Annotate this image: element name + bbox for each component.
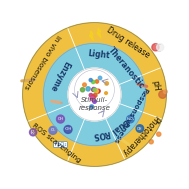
Circle shape: [95, 89, 98, 93]
Circle shape: [157, 132, 161, 136]
Circle shape: [93, 88, 96, 91]
Circle shape: [92, 87, 95, 91]
Circle shape: [93, 88, 97, 92]
Text: ·OH: ·OH: [64, 127, 72, 132]
Circle shape: [23, 23, 166, 166]
Circle shape: [93, 100, 96, 103]
Text: ROS scavenging: ROS scavenging: [31, 122, 82, 164]
Text: H₂O₂: H₂O₂: [54, 142, 67, 147]
Circle shape: [98, 76, 102, 80]
Text: Dual: Dual: [108, 116, 129, 135]
Text: pH: pH: [150, 80, 160, 92]
Circle shape: [95, 80, 99, 83]
Text: ROS: ROS: [92, 128, 111, 139]
Polygon shape: [89, 31, 94, 41]
Circle shape: [91, 95, 95, 99]
Circle shape: [83, 83, 86, 87]
Circle shape: [91, 80, 95, 84]
Text: response: response: [79, 105, 110, 111]
Circle shape: [89, 78, 92, 82]
Circle shape: [163, 90, 167, 94]
Circle shape: [156, 44, 164, 51]
Text: Stimuli-: Stimuli-: [81, 97, 108, 103]
Text: OH: OH: [57, 117, 64, 121]
Text: Drug release: Drug release: [105, 26, 151, 60]
Circle shape: [149, 140, 153, 144]
Circle shape: [81, 88, 85, 92]
Text: R·: R·: [31, 130, 36, 135]
Text: Enzyme: Enzyme: [48, 59, 71, 93]
Circle shape: [29, 129, 37, 136]
Text: In vivo biosensors: In vivo biosensors: [23, 34, 62, 90]
Circle shape: [159, 91, 166, 98]
Circle shape: [96, 90, 99, 94]
Text: H₂O₂: H₂O₂: [126, 117, 134, 121]
Text: Light: Light: [87, 49, 110, 61]
Text: OH: OH: [137, 126, 143, 131]
Text: Responsiveness: Responsiveness: [112, 86, 149, 144]
Polygon shape: [97, 28, 101, 38]
Circle shape: [93, 93, 97, 97]
Circle shape: [89, 94, 93, 97]
Circle shape: [92, 88, 95, 91]
Circle shape: [43, 43, 146, 146]
Circle shape: [97, 89, 100, 93]
Circle shape: [86, 87, 90, 91]
Text: Phototherapy: Phototherapy: [119, 113, 161, 158]
Circle shape: [90, 97, 94, 101]
Circle shape: [57, 115, 64, 123]
Text: O₂: O₂: [51, 128, 55, 132]
Circle shape: [68, 68, 121, 121]
Circle shape: [136, 125, 144, 132]
Circle shape: [105, 82, 108, 85]
Circle shape: [49, 126, 57, 134]
Circle shape: [152, 44, 159, 51]
Circle shape: [64, 125, 72, 133]
Circle shape: [90, 105, 94, 108]
Circle shape: [105, 92, 107, 94]
Circle shape: [127, 115, 134, 123]
Text: Theranostic: Theranostic: [106, 45, 146, 90]
